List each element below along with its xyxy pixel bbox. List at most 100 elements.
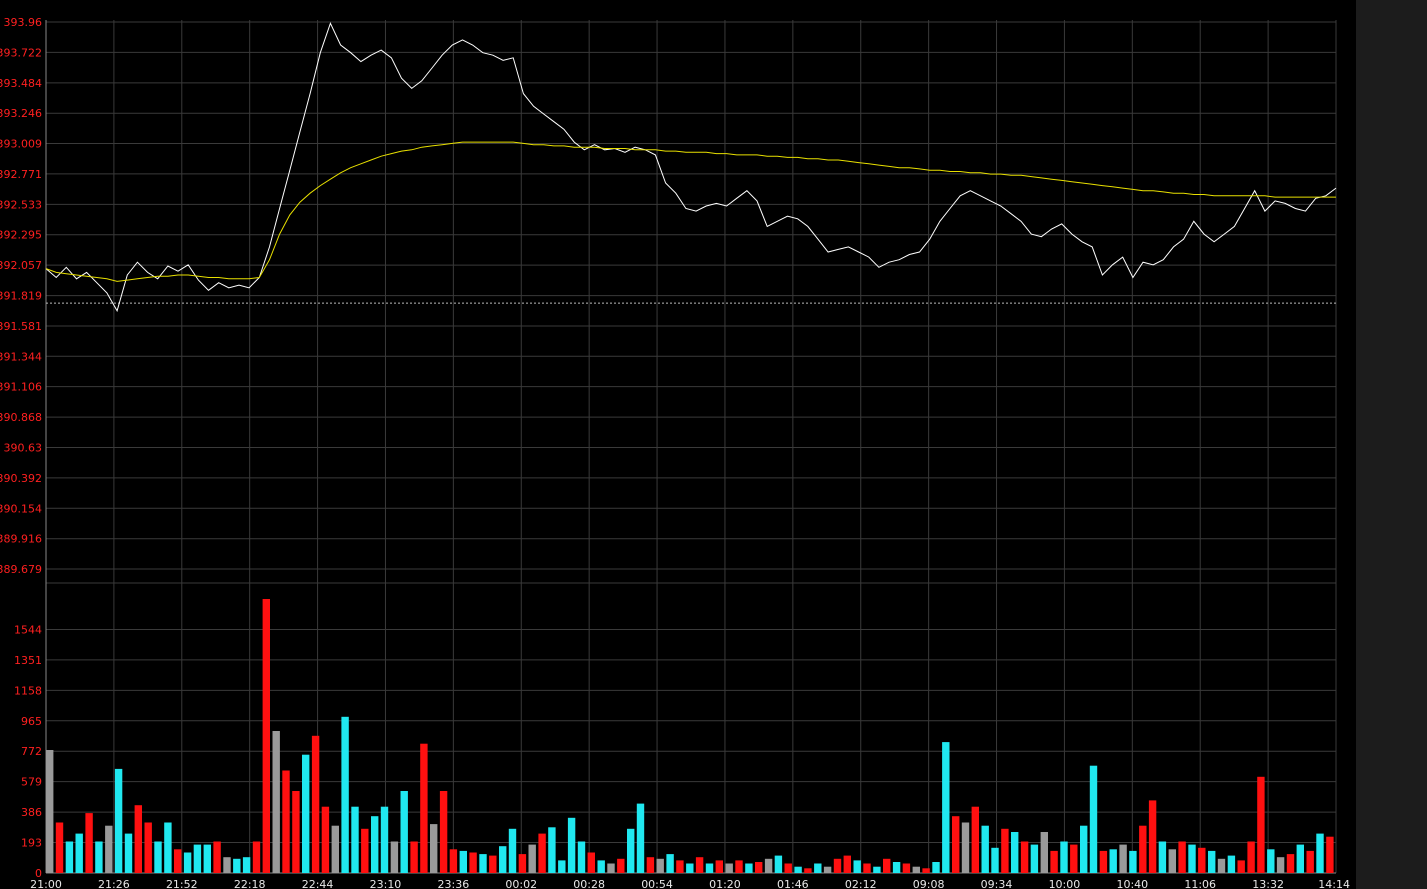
price-tick-label: 392.771 <box>0 168 42 181</box>
volume-bar <box>833 858 842 873</box>
volume-bar <box>764 858 773 873</box>
volume-bar <box>469 852 477 873</box>
volume-bar <box>883 858 891 873</box>
volume-bar <box>499 846 507 873</box>
volume-tick-label: 579 <box>21 776 42 789</box>
volume-bar <box>784 863 792 873</box>
volume-bar <box>46 750 54 873</box>
volume-bar <box>380 806 389 873</box>
volume-tick-label: 0 <box>35 867 42 880</box>
volume-bar <box>282 770 290 873</box>
volume-bar <box>361 828 369 873</box>
volume-bar <box>1148 800 1157 873</box>
price-tick-label: 390.63 <box>4 441 43 454</box>
volume-bar <box>420 743 428 873</box>
volume-bar <box>656 858 664 873</box>
volume-bar <box>390 841 399 873</box>
time-tick-label: 14:14 <box>1318 878 1350 889</box>
volume-bar <box>262 599 270 873</box>
price-tick-label: 391.344 <box>0 350 42 363</box>
volume-bar <box>1030 844 1039 873</box>
volume-bar <box>587 852 595 873</box>
volume-bar <box>538 833 546 873</box>
volume-bar <box>607 863 615 873</box>
volume-bar <box>705 863 714 873</box>
volume-bar <box>114 768 123 873</box>
volume-bar <box>252 841 261 873</box>
volume-bar <box>1011 832 1019 873</box>
volume-bar <box>961 822 970 873</box>
volume-bar <box>843 855 851 873</box>
volume-bar <box>1276 857 1285 873</box>
price-tick-label: 389.916 <box>0 533 42 546</box>
volume-bar <box>459 850 467 873</box>
volume-bar <box>558 860 566 873</box>
time-tick-label: 00:54 <box>641 878 673 889</box>
volume-bar <box>1070 844 1078 873</box>
time-tick-label: 13:32 <box>1252 878 1284 889</box>
volume-bar <box>1326 836 1334 873</box>
volume-bar <box>55 822 64 873</box>
volume-bar <box>745 863 753 873</box>
volume-bar <box>183 852 192 873</box>
volume-bar <box>912 866 920 873</box>
volume-bar <box>597 860 605 873</box>
volume-bar <box>410 841 418 873</box>
volume-bar <box>1306 850 1314 873</box>
volume-bar <box>617 858 625 873</box>
price-tick-label: 393.96 <box>4 16 43 29</box>
volume-bar <box>371 816 379 873</box>
price-line <box>45 21 1337 313</box>
volume-bar <box>1129 850 1137 873</box>
volume-bar <box>154 841 162 873</box>
volume-bar <box>1316 833 1324 873</box>
price-tick-label: 393.246 <box>0 107 42 120</box>
volume-bar <box>164 822 172 873</box>
price-tick-label: 393.484 <box>0 77 42 90</box>
volume-bar <box>676 860 684 873</box>
volume-y-axis: 1544 1351 1158 965 772 579 386 193 0 <box>14 623 42 880</box>
volume-bar <box>272 731 280 873</box>
price-tick-label: 392.295 <box>0 229 42 242</box>
volume-bar <box>1296 844 1304 873</box>
volume-bar <box>1286 854 1295 873</box>
volume-bar <box>922 868 930 873</box>
price-tick-label: 393.722 <box>0 46 42 59</box>
volume-bar <box>1060 841 1068 873</box>
price-tick-label: 389.679 <box>0 563 42 576</box>
volume-tick-label: 1351 <box>14 654 42 667</box>
volume-bar <box>1178 841 1186 873</box>
volume-bar <box>981 825 989 873</box>
time-tick-label: 00:02 <box>505 878 537 889</box>
volume-bar <box>715 860 723 873</box>
volume-bar <box>430 824 438 873</box>
volume-bar <box>1089 765 1098 873</box>
volume-bars <box>46 599 1334 873</box>
volume-bar <box>971 806 979 873</box>
volume-bar <box>292 791 300 873</box>
volume-bar <box>124 833 133 873</box>
volume-bar <box>567 817 576 873</box>
volume-bar <box>1217 858 1226 873</box>
volume-bar <box>1139 825 1147 873</box>
time-tick-label: 10:00 <box>1049 878 1081 889</box>
volume-bar <box>1237 860 1245 873</box>
volume-bar <box>932 862 940 873</box>
price-tick-label: 391.819 <box>0 290 42 303</box>
time-tick-label: 09:08 <box>913 878 945 889</box>
volume-bar <box>863 863 871 873</box>
volume-bar <box>646 857 655 873</box>
volume-bar <box>321 806 330 873</box>
volume-bar <box>548 827 556 873</box>
price-tick-label: 390.154 <box>0 502 42 515</box>
price-tick-label: 391.106 <box>0 381 42 394</box>
volume-tick-label: 1158 <box>14 684 42 697</box>
volume-bar <box>203 844 211 873</box>
volume-bar <box>902 863 911 873</box>
volume-bar <box>725 863 733 873</box>
price-lines <box>45 21 1337 313</box>
volume-bar <box>853 860 861 873</box>
volume-bar <box>952 816 960 873</box>
average-line <box>45 141 1336 282</box>
